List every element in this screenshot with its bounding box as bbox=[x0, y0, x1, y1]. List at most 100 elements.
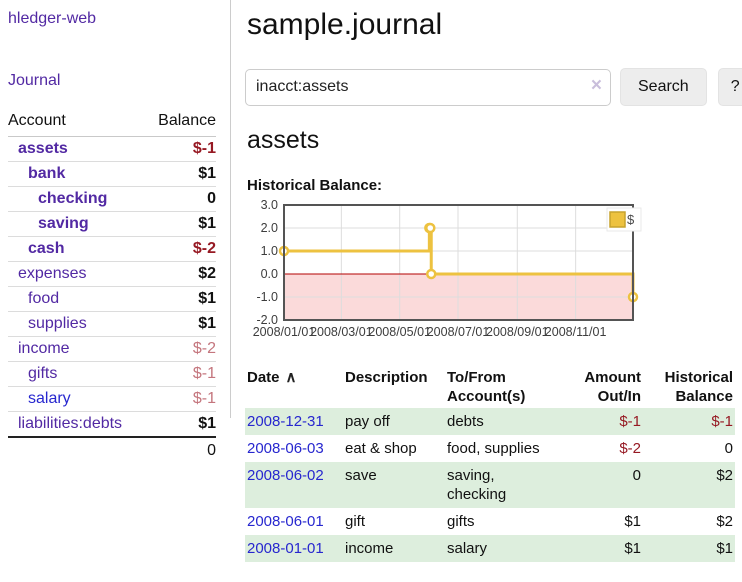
svg-text:2008/09/01: 2008/09/01 bbox=[486, 325, 549, 339]
sidebar-account-link[interactable]: supplies bbox=[28, 315, 87, 332]
transaction-description: gift bbox=[345, 513, 366, 530]
transaction-row[interactable]: 2008-01-01 income salary $1 $1 bbox=[245, 535, 735, 562]
svg-text:0.0: 0.0 bbox=[261, 267, 278, 281]
historical-balance-chart[interactable]: 3.0 2.0 1.0 0.0 -1.0 -2.0 2008/01/01 2008/03/01… bbox=[245, 198, 742, 350]
register-header-label: To/From Account(s) bbox=[447, 369, 526, 405]
register-header-row: Date ∧ Description To/From Account(s) Amount… bbox=[245, 366, 735, 408]
legend-label: $ bbox=[627, 212, 635, 227]
transaction-date-link[interactable]: 2008-01-01 bbox=[247, 540, 324, 557]
account-balance: $1 bbox=[198, 415, 216, 432]
transaction-row[interactable]: 2008-06-01 gift gifts $1 $2 bbox=[245, 508, 735, 535]
transaction-date-link[interactable]: 2008-06-03 bbox=[247, 440, 324, 457]
register-header-label: Description bbox=[345, 369, 428, 386]
app-root: hledger-web Journal Account Balance asse… bbox=[8, 0, 742, 562]
sidebar-account-link[interactable]: food bbox=[28, 290, 60, 307]
svg-text:2.0: 2.0 bbox=[261, 221, 278, 235]
transaction-description: income bbox=[345, 540, 394, 557]
account-balance: $-1 bbox=[192, 390, 216, 407]
transaction-accounts: salary bbox=[447, 540, 488, 557]
transaction-date-cell: 2008-01-01 bbox=[245, 535, 343, 562]
app-title-link[interactable]: hledger-web bbox=[8, 10, 97, 27]
sidebar-account-link[interactable]: income bbox=[18, 340, 70, 357]
transaction-date-cell: 2008-06-02 bbox=[245, 462, 343, 508]
account-row: gifts $-1 bbox=[8, 362, 216, 387]
accounts-header-account: Account bbox=[8, 112, 66, 129]
sidebar-account-link[interactable]: assets bbox=[18, 140, 68, 157]
data-point-marker bbox=[425, 222, 436, 234]
data-point-marker bbox=[425, 268, 437, 280]
accounts-total-value: 0 bbox=[146, 436, 216, 464]
search-row: × Search ? bbox=[245, 68, 742, 106]
accounts-table: Account Balance assets $-1 bank $1 checking 0… bbox=[8, 110, 216, 464]
transaction-accounts: debts bbox=[447, 413, 484, 430]
transaction-date-link[interactable]: 2008-12-31 bbox=[247, 413, 324, 430]
account-row: assets $-1 bbox=[8, 137, 216, 162]
account-name-cell: saving bbox=[8, 212, 146, 237]
sidebar-account-link[interactable]: cash bbox=[28, 240, 65, 257]
account-name-cell: expenses bbox=[8, 262, 146, 287]
svg-text:2008/01/01: 2008/01/01 bbox=[253, 325, 316, 339]
svg-text:1.0: 1.0 bbox=[261, 244, 278, 258]
transaction-amount: $1 bbox=[624, 513, 641, 530]
sidebar-account-link[interactable]: gifts bbox=[28, 365, 58, 382]
transaction-amount: 0 bbox=[632, 467, 641, 484]
sidebar-account-link[interactable]: salary bbox=[28, 390, 71, 407]
transaction-row[interactable]: 2008-06-03 eat & shop food, supplies $-2 0 bbox=[245, 435, 735, 462]
sidebar-account-link[interactable]: saving bbox=[38, 215, 89, 232]
clear-search-icon[interactable]: × bbox=[590, 74, 602, 96]
search-input[interactable] bbox=[245, 68, 611, 106]
sidebar-account-link[interactable]: expenses bbox=[18, 265, 87, 282]
transaction-date-link[interactable]: 2008-06-01 bbox=[247, 513, 324, 530]
search-box: × bbox=[245, 68, 611, 106]
help-button[interactable]: ? bbox=[717, 68, 742, 106]
sidebar-nav: Journal bbox=[8, 72, 230, 90]
account-heading: assets bbox=[247, 126, 320, 154]
accounts-total-spacer bbox=[8, 436, 147, 464]
main-content: sample.journal × Search ? assets Histori… bbox=[230, 0, 742, 562]
sidebar-item-journal[interactable]: Journal bbox=[8, 72, 61, 89]
transaction-row[interactable]: 2008-12-31 pay off debts $-1 $-1 bbox=[245, 408, 735, 435]
transaction-amount: $-1 bbox=[619, 413, 641, 430]
accounts-header-row: Account Balance bbox=[8, 110, 216, 137]
account-balance: $1 bbox=[198, 165, 216, 182]
register-header-amount-out-in: Amount Out/In bbox=[549, 366, 643, 408]
sidebar-account-link[interactable]: bank bbox=[28, 165, 66, 182]
account-balance: $-2 bbox=[192, 240, 216, 257]
account-row: salary $-1 bbox=[8, 387, 216, 412]
account-name-cell: gifts bbox=[8, 362, 146, 387]
sidebar-account-link[interactable]: liabilities:debts bbox=[18, 415, 123, 432]
account-row: bank $1 bbox=[8, 162, 216, 187]
svg-text:2008/05/01: 2008/05/01 bbox=[368, 325, 431, 339]
account-balance: $1 bbox=[198, 315, 216, 332]
chart-title: Historical Balance: bbox=[247, 177, 383, 194]
account-balance: $-1 bbox=[192, 365, 216, 382]
account-name-cell: food bbox=[8, 287, 146, 312]
transaction-accounts: gifts bbox=[447, 513, 475, 530]
account-row: supplies $1 bbox=[8, 312, 216, 337]
register-table: Date ∧ Description To/From Account(s) Amount… bbox=[245, 366, 735, 562]
search-button[interactable]: Search bbox=[620, 68, 707, 106]
account-row: cash $-2 bbox=[8, 237, 216, 262]
svg-text:2008/07/01: 2008/07/01 bbox=[427, 325, 490, 339]
register-header-date[interactable]: Date ∧ bbox=[245, 366, 343, 408]
transaction-accounts: saving, checking bbox=[447, 467, 507, 503]
register-header-description: Description bbox=[343, 366, 445, 408]
transaction-balance: $2 bbox=[716, 513, 733, 530]
transaction-row[interactable]: 2008-06-02 save saving, checking 0 $2 bbox=[245, 462, 735, 508]
transaction-date-link[interactable]: 2008-06-02 bbox=[247, 467, 324, 484]
account-row: income $-2 bbox=[8, 337, 216, 362]
transaction-balance: $-1 bbox=[711, 413, 733, 430]
register-header-to-from-account-s-: To/From Account(s) bbox=[445, 366, 549, 408]
account-balance: $1 bbox=[198, 215, 216, 232]
svg-text:2008/11/01: 2008/11/01 bbox=[545, 325, 607, 339]
sidebar-account-link[interactable]: checking bbox=[38, 190, 108, 207]
svg-text:-2.0: -2.0 bbox=[256, 313, 278, 327]
account-balance: $1 bbox=[198, 290, 216, 307]
account-name-cell: assets bbox=[8, 137, 146, 162]
account-balance: $-2 bbox=[192, 340, 216, 357]
account-row: checking 0 bbox=[8, 187, 216, 212]
transaction-balance: $1 bbox=[716, 540, 733, 557]
accounts-header-balance: Balance bbox=[158, 112, 216, 129]
account-balance: 0 bbox=[207, 190, 216, 207]
svg-text:2008/03/01: 2008/03/01 bbox=[310, 325, 373, 339]
